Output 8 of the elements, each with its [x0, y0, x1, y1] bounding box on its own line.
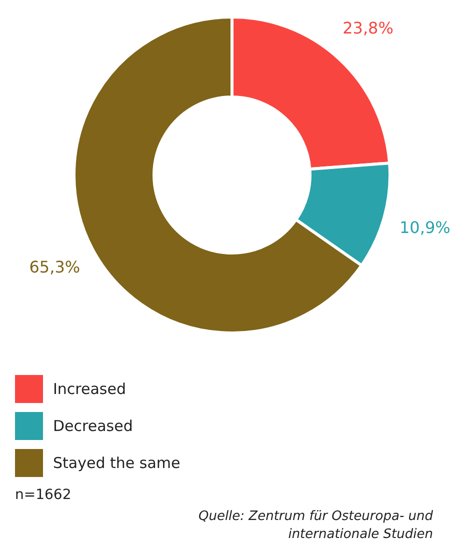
- legend-label: Stayed the same: [53, 454, 180, 472]
- data-label: 65,3%: [29, 257, 80, 276]
- legend-label: Increased: [53, 380, 126, 398]
- legend-label: Decreased: [53, 417, 133, 435]
- data-label: 23,8%: [342, 18, 394, 38]
- data-label: 10,9%: [399, 218, 450, 237]
- source-note: Quelle: Zentrum für Osteuropa- und internationale Studien: [198, 509, 434, 542]
- text: n=1662: [15, 487, 72, 503]
